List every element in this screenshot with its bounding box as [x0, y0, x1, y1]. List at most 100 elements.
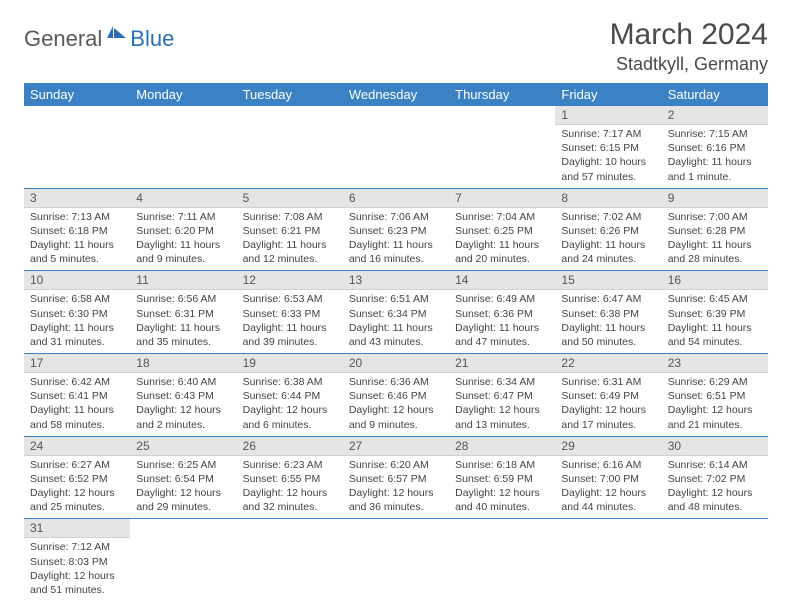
calendar-cell: 16Sunrise: 6:45 AMSunset: 6:39 PMDayligh… [662, 271, 768, 354]
day-info: Sunrise: 7:00 AMSunset: 6:28 PMDaylight:… [662, 208, 768, 271]
day-number: 16 [662, 271, 768, 290]
calendar-cell [237, 519, 343, 601]
calendar-cell: 21Sunrise: 6:34 AMSunset: 6:47 PMDayligh… [449, 354, 555, 437]
calendar-cell [24, 106, 130, 188]
calendar-cell: 19Sunrise: 6:38 AMSunset: 6:44 PMDayligh… [237, 354, 343, 437]
day-info: Sunrise: 7:04 AMSunset: 6:25 PMDaylight:… [449, 208, 555, 271]
logo-text-blue: Blue [130, 26, 174, 52]
calendar-table: SundayMondayTuesdayWednesdayThursdayFrid… [24, 83, 768, 601]
calendar-cell: 14Sunrise: 6:49 AMSunset: 6:36 PMDayligh… [449, 271, 555, 354]
calendar-cell [343, 106, 449, 188]
calendar-cell [449, 519, 555, 601]
calendar-cell: 4Sunrise: 7:11 AMSunset: 6:20 PMDaylight… [130, 188, 236, 271]
calendar-row: 17Sunrise: 6:42 AMSunset: 6:41 PMDayligh… [24, 354, 768, 437]
calendar-cell: 18Sunrise: 6:40 AMSunset: 6:43 PMDayligh… [130, 354, 236, 437]
day-info: Sunrise: 7:12 AMSunset: 8:03 PMDaylight:… [24, 538, 130, 601]
day-number: 30 [662, 437, 768, 456]
calendar-cell [662, 519, 768, 601]
day-number: 23 [662, 354, 768, 373]
day-info: Sunrise: 6:49 AMSunset: 6:36 PMDaylight:… [449, 290, 555, 353]
day-info: Sunrise: 6:38 AMSunset: 6:44 PMDaylight:… [237, 373, 343, 436]
day-header: Wednesday [343, 83, 449, 106]
day-number: 12 [237, 271, 343, 290]
day-info: Sunrise: 6:31 AMSunset: 6:49 PMDaylight:… [555, 373, 661, 436]
calendar-cell: 9Sunrise: 7:00 AMSunset: 6:28 PMDaylight… [662, 188, 768, 271]
day-number: 2 [662, 106, 768, 125]
calendar-cell: 26Sunrise: 6:23 AMSunset: 6:55 PMDayligh… [237, 436, 343, 519]
day-header: Sunday [24, 83, 130, 106]
month-title: March 2024 [610, 18, 768, 52]
calendar-cell: 1Sunrise: 7:17 AMSunset: 6:15 PMDaylight… [555, 106, 661, 188]
calendar-cell [130, 519, 236, 601]
day-info: Sunrise: 7:17 AMSunset: 6:15 PMDaylight:… [555, 125, 661, 188]
day-header: Monday [130, 83, 236, 106]
calendar-cell: 27Sunrise: 6:20 AMSunset: 6:57 PMDayligh… [343, 436, 449, 519]
day-info: Sunrise: 7:08 AMSunset: 6:21 PMDaylight:… [237, 208, 343, 271]
day-info: Sunrise: 6:36 AMSunset: 6:46 PMDaylight:… [343, 373, 449, 436]
calendar-row: 10Sunrise: 6:58 AMSunset: 6:30 PMDayligh… [24, 271, 768, 354]
calendar-cell: 7Sunrise: 7:04 AMSunset: 6:25 PMDaylight… [449, 188, 555, 271]
day-number: 4 [130, 189, 236, 208]
day-number: 24 [24, 437, 130, 456]
day-info: Sunrise: 7:15 AMSunset: 6:16 PMDaylight:… [662, 125, 768, 188]
calendar-cell: 3Sunrise: 7:13 AMSunset: 6:18 PMDaylight… [24, 188, 130, 271]
day-number: 10 [24, 271, 130, 290]
day-info: Sunrise: 6:56 AMSunset: 6:31 PMDaylight:… [130, 290, 236, 353]
day-number: 28 [449, 437, 555, 456]
calendar-cell: 15Sunrise: 6:47 AMSunset: 6:38 PMDayligh… [555, 271, 661, 354]
day-info: Sunrise: 7:13 AMSunset: 6:18 PMDaylight:… [24, 208, 130, 271]
day-header: Friday [555, 83, 661, 106]
day-info: Sunrise: 7:06 AMSunset: 6:23 PMDaylight:… [343, 208, 449, 271]
day-number: 14 [449, 271, 555, 290]
calendar-cell: 13Sunrise: 6:51 AMSunset: 6:34 PMDayligh… [343, 271, 449, 354]
calendar-cell: 6Sunrise: 7:06 AMSunset: 6:23 PMDaylight… [343, 188, 449, 271]
calendar-cell: 17Sunrise: 6:42 AMSunset: 6:41 PMDayligh… [24, 354, 130, 437]
day-number: 31 [24, 519, 130, 538]
location: Stadtkyll, Germany [610, 54, 768, 75]
day-number: 29 [555, 437, 661, 456]
calendar-cell: 29Sunrise: 6:16 AMSunset: 7:00 PMDayligh… [555, 436, 661, 519]
day-number: 6 [343, 189, 449, 208]
day-info: Sunrise: 7:02 AMSunset: 6:26 PMDaylight:… [555, 208, 661, 271]
day-info: Sunrise: 6:47 AMSunset: 6:38 PMDaylight:… [555, 290, 661, 353]
calendar-cell: 24Sunrise: 6:27 AMSunset: 6:52 PMDayligh… [24, 436, 130, 519]
day-info: Sunrise: 6:29 AMSunset: 6:51 PMDaylight:… [662, 373, 768, 436]
day-header-row: SundayMondayTuesdayWednesdayThursdayFrid… [24, 83, 768, 106]
calendar-cell: 10Sunrise: 6:58 AMSunset: 6:30 PMDayligh… [24, 271, 130, 354]
day-info: Sunrise: 6:51 AMSunset: 6:34 PMDaylight:… [343, 290, 449, 353]
day-number: 13 [343, 271, 449, 290]
calendar-cell: 8Sunrise: 7:02 AMSunset: 6:26 PMDaylight… [555, 188, 661, 271]
calendar-cell: 5Sunrise: 7:08 AMSunset: 6:21 PMDaylight… [237, 188, 343, 271]
day-number: 19 [237, 354, 343, 373]
calendar-cell [343, 519, 449, 601]
calendar-cell: 25Sunrise: 6:25 AMSunset: 6:54 PMDayligh… [130, 436, 236, 519]
day-number: 22 [555, 354, 661, 373]
header: General Blue March 2024 Stadtkyll, Germa… [24, 18, 768, 75]
calendar-row: 3Sunrise: 7:13 AMSunset: 6:18 PMDaylight… [24, 188, 768, 271]
calendar-body: 1Sunrise: 7:17 AMSunset: 6:15 PMDaylight… [24, 106, 768, 601]
day-number: 17 [24, 354, 130, 373]
day-number: 26 [237, 437, 343, 456]
day-info: Sunrise: 6:34 AMSunset: 6:47 PMDaylight:… [449, 373, 555, 436]
calendar-cell: 30Sunrise: 6:14 AMSunset: 7:02 PMDayligh… [662, 436, 768, 519]
day-info: Sunrise: 6:14 AMSunset: 7:02 PMDaylight:… [662, 456, 768, 519]
day-info: Sunrise: 6:25 AMSunset: 6:54 PMDaylight:… [130, 456, 236, 519]
calendar-row: 1Sunrise: 7:17 AMSunset: 6:15 PMDaylight… [24, 106, 768, 188]
day-number: 7 [449, 189, 555, 208]
calendar-row: 24Sunrise: 6:27 AMSunset: 6:52 PMDayligh… [24, 436, 768, 519]
day-header: Tuesday [237, 83, 343, 106]
day-info: Sunrise: 6:27 AMSunset: 6:52 PMDaylight:… [24, 456, 130, 519]
day-number: 1 [555, 106, 661, 125]
calendar-cell: 20Sunrise: 6:36 AMSunset: 6:46 PMDayligh… [343, 354, 449, 437]
day-number: 21 [449, 354, 555, 373]
day-number: 20 [343, 354, 449, 373]
logo-text-general: General [24, 26, 102, 52]
calendar-cell: 12Sunrise: 6:53 AMSunset: 6:33 PMDayligh… [237, 271, 343, 354]
calendar-cell: 2Sunrise: 7:15 AMSunset: 6:16 PMDaylight… [662, 106, 768, 188]
day-info: Sunrise: 6:18 AMSunset: 6:59 PMDaylight:… [449, 456, 555, 519]
day-number: 3 [24, 189, 130, 208]
flag-icon [106, 24, 128, 45]
calendar-cell [130, 106, 236, 188]
calendar-row: 31Sunrise: 7:12 AMSunset: 8:03 PMDayligh… [24, 519, 768, 601]
day-number: 18 [130, 354, 236, 373]
